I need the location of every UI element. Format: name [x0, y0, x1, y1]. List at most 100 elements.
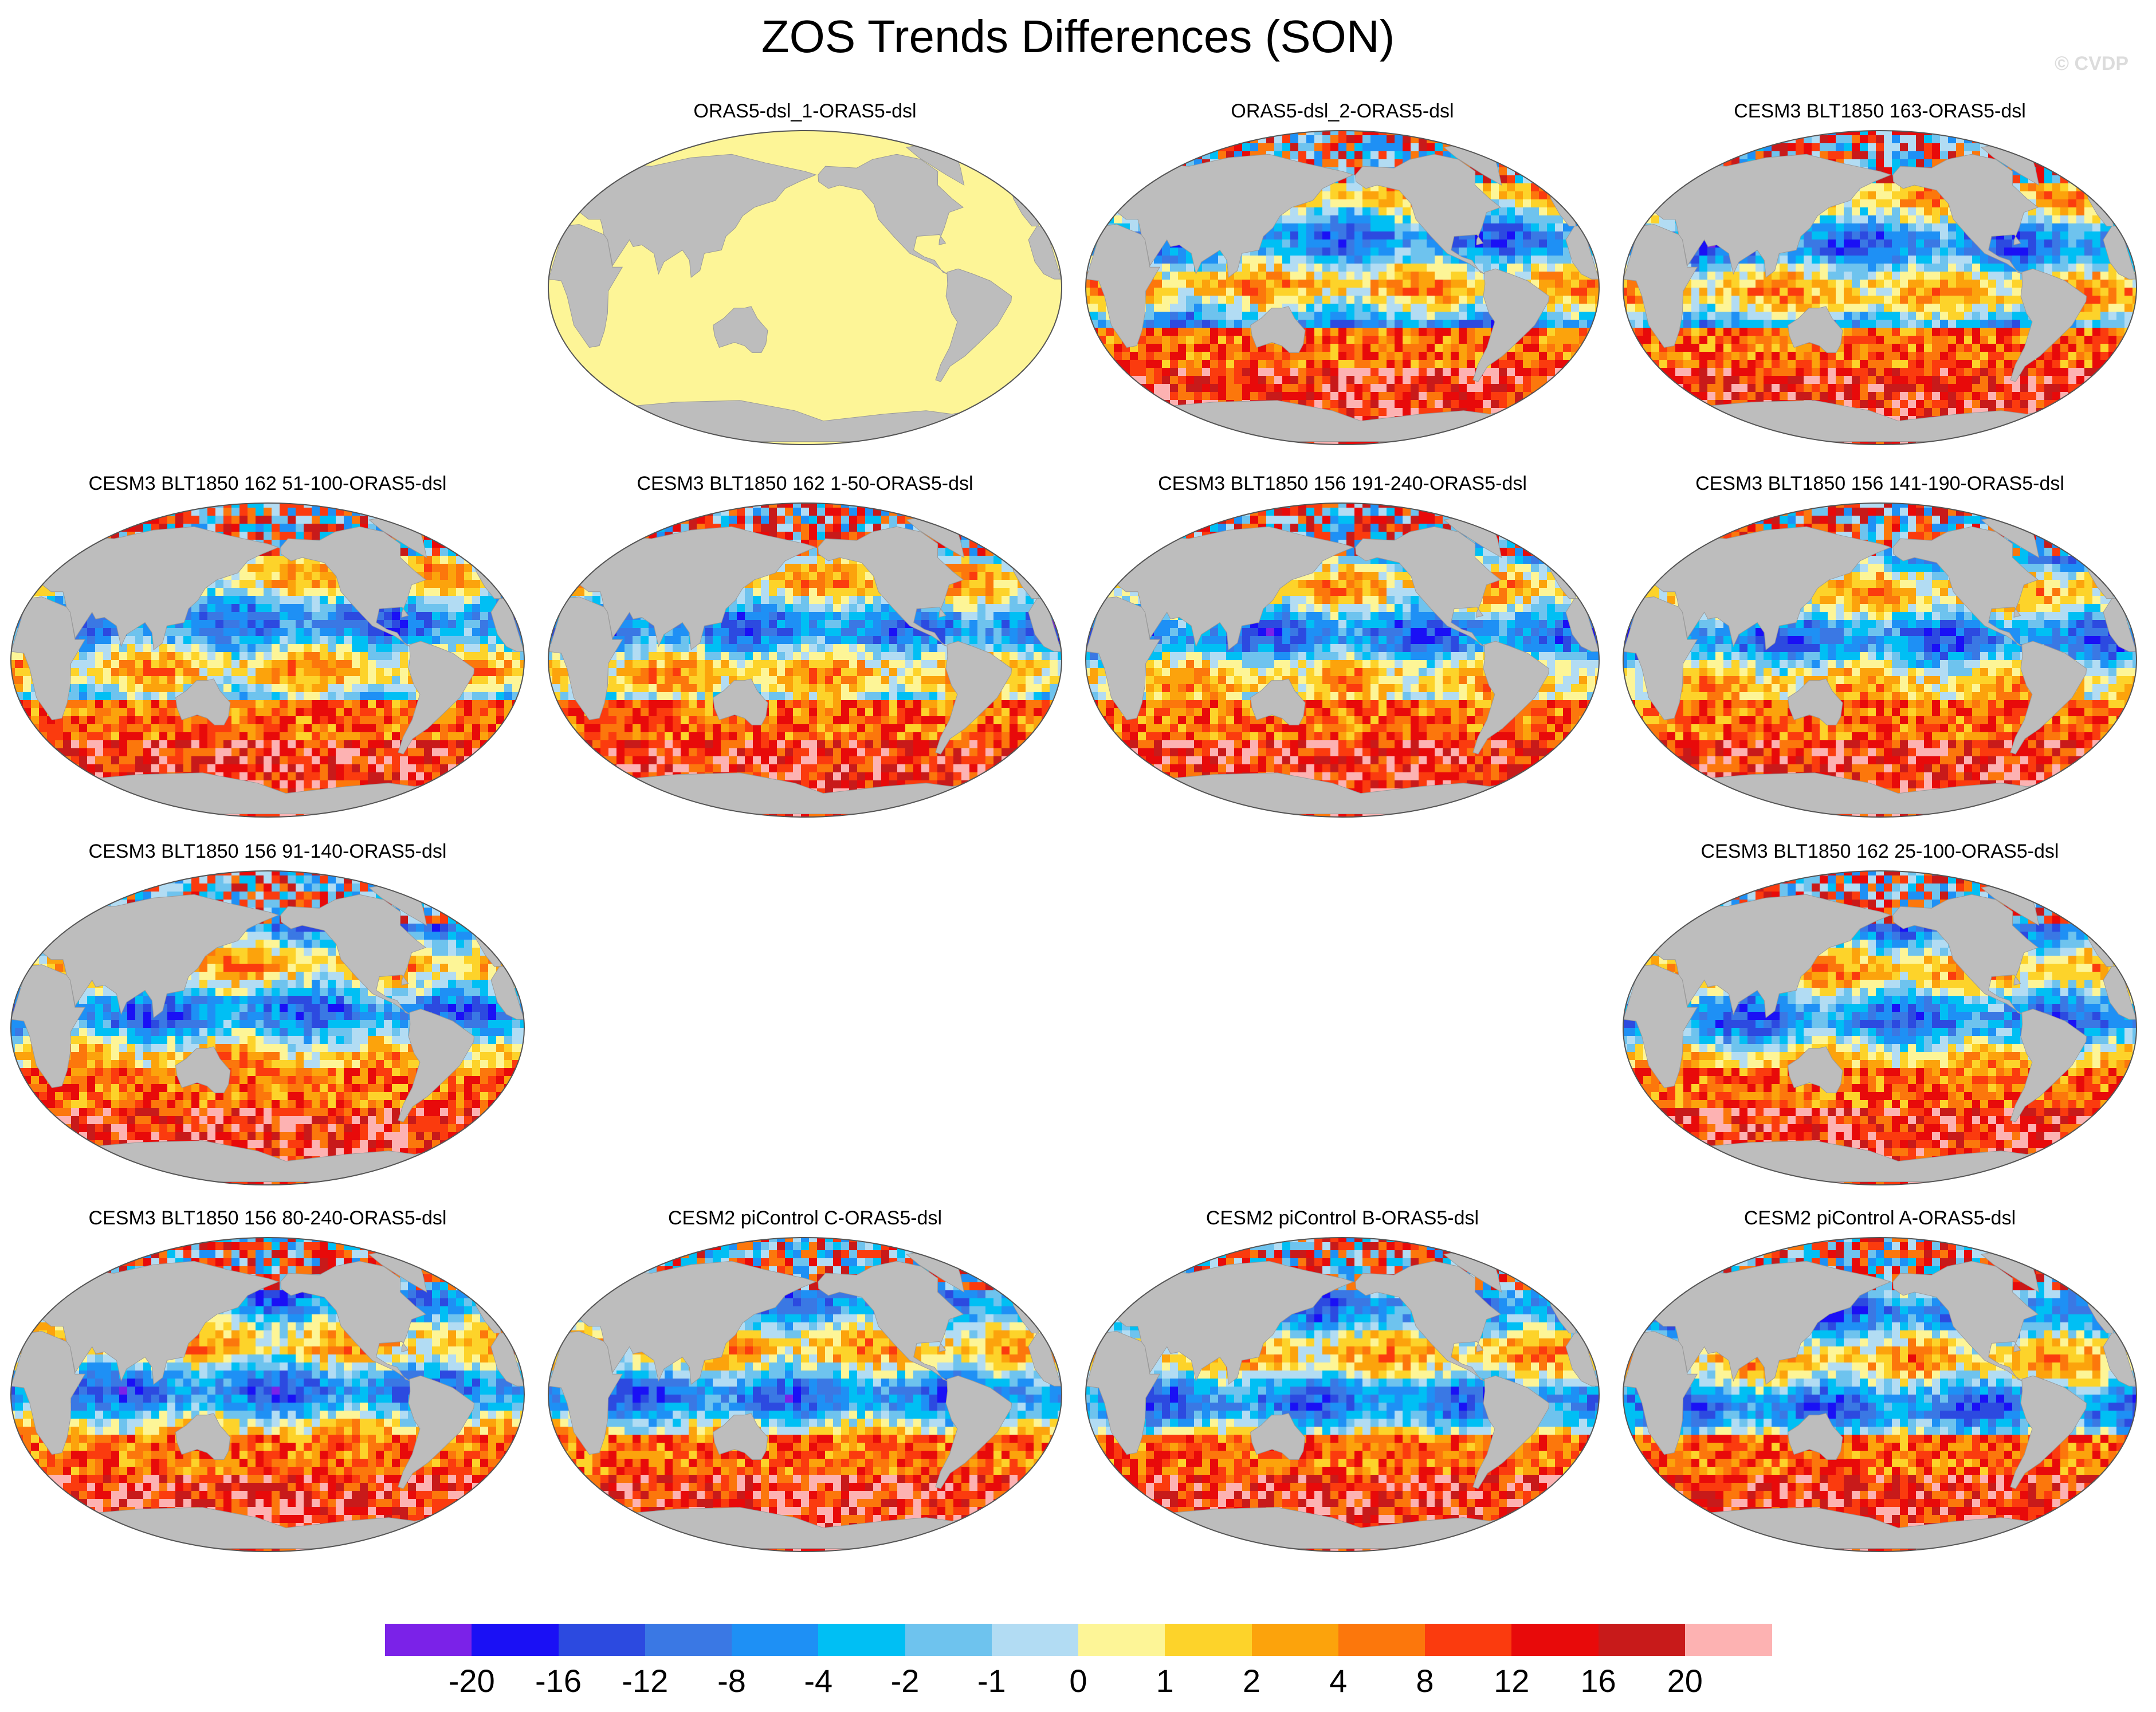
panel-title: CESM3 BLT1850 162 1-50-ORAS5-dsl: [544, 472, 1066, 495]
colorbar-tick-label: 2: [1243, 1663, 1260, 1699]
globe-outline: [10, 502, 525, 818]
colorbar-bin: [1251, 1624, 1339, 1656]
colorbar-tick-label: -1: [977, 1663, 1006, 1699]
colorbar-tick-label: -12: [622, 1663, 668, 1699]
africa-land: [1623, 224, 1698, 348]
panel-title: CESM3 BLT1850 162 25-100-ORAS5-dsl: [1619, 840, 2141, 863]
robinson-map: [1085, 502, 1600, 818]
south-america-land: [1472, 1375, 1550, 1489]
north-america-land: [1355, 526, 1502, 647]
globe-outline: [548, 1237, 1062, 1552]
colorbar-bin: [1511, 1624, 1599, 1656]
panel-title: ORAS5-dsl_2-ORAS5-dsl: [1082, 100, 1603, 123]
colorbar-bin: [1598, 1624, 1686, 1656]
africa-west-land: [1565, 1333, 1599, 1387]
map-panel: CESM2 piControl C-ORAS5-dsl: [544, 1207, 1066, 1562]
africa-land: [11, 1331, 86, 1455]
australia-land: [1250, 306, 1306, 353]
africa-west-land: [490, 966, 524, 1020]
colorbar-bin: [818, 1624, 905, 1656]
colorbar-tick-label: 12: [1494, 1663, 1529, 1699]
panel-title: CESM3 BLT1850 156 91-140-ORAS5-dsl: [7, 840, 528, 863]
figure-title: ZOS Trends Differences (SON): [0, 8, 2156, 65]
globe-outline: [1623, 502, 2137, 818]
globe-outline: [1085, 1237, 1600, 1552]
colorbar-tick-label: -16: [535, 1663, 582, 1699]
north-america-land: [280, 526, 427, 647]
colorbar-bin: [1684, 1624, 1772, 1656]
australia-land: [1788, 678, 1843, 725]
colorbar-tick-label: 20: [1667, 1663, 1703, 1699]
panel-title: CESM3 BLT1850 162 51-100-ORAS5-dsl: [7, 472, 528, 495]
africa-land: [548, 1331, 623, 1455]
colorbar-bin: [991, 1624, 1079, 1656]
africa-west-land: [2103, 226, 2137, 280]
globe-outline: [548, 130, 1062, 445]
africa-land: [1623, 964, 1698, 1088]
africa-west-land: [490, 1333, 524, 1387]
globe-outline: [548, 502, 1062, 818]
robinson-map: [1085, 130, 1600, 445]
africa-west-land: [1565, 226, 1599, 280]
panel-title: ORAS5-dsl_1-ORAS5-dsl: [544, 100, 1066, 123]
map-panel: CESM3 BLT1850 162 1-50-ORAS5-dsl: [544, 472, 1066, 827]
robinson-map: [1085, 1237, 1600, 1552]
panel-title: CESM3 BLT1850 156 191-240-ORAS5-dsl: [1082, 472, 1603, 495]
colorbar-tick-label: -4: [804, 1663, 832, 1699]
south-america-land: [2010, 1375, 2087, 1489]
south-america-land: [935, 268, 1012, 382]
africa-west-land: [490, 598, 524, 652]
colorbar-bin: [385, 1624, 472, 1656]
colorbar-tick-label: 0: [1069, 1663, 1087, 1699]
colorbar-bin: [1338, 1624, 1425, 1656]
colorbar-bin: [732, 1624, 819, 1656]
map-panel: CESM3 BLT1850 162 25-100-ORAS5-dsl: [1619, 840, 2141, 1195]
africa-land: [548, 596, 623, 720]
australia-land: [175, 678, 231, 725]
north-america-land: [1892, 526, 2039, 647]
panel-title: CESM3 BLT1850 156 80-240-ORAS5-dsl: [7, 1207, 528, 1230]
globe-outline: [1085, 502, 1600, 818]
australia-land: [1250, 1413, 1306, 1460]
globe-outline: [1623, 1237, 2137, 1552]
robinson-map: [10, 1237, 525, 1552]
robinson-map: [548, 130, 1062, 445]
colorbar-bin: [1425, 1624, 1512, 1656]
globe-outline: [1623, 870, 2137, 1185]
colorbar-tick-label: 4: [1329, 1663, 1347, 1699]
map-panel: CESM3 BLT1850 156 141-190-ORAS5-dsl: [1619, 472, 2141, 827]
colorbar-bin: [645, 1624, 732, 1656]
south-america-land: [2010, 1008, 2087, 1122]
south-america-land: [1472, 641, 1550, 755]
north-america-land: [1355, 1261, 1502, 1381]
robinson-map: [1623, 1237, 2137, 1552]
africa-land: [1623, 1331, 1698, 1455]
colorbar-bin: [472, 1624, 559, 1656]
africa-land: [1086, 596, 1161, 720]
robinson-map: [1623, 870, 2137, 1185]
map-panel: ORAS5-dsl_1-ORAS5-dsl: [544, 100, 1066, 455]
africa-land: [1086, 1331, 1161, 1455]
south-america-land: [935, 1375, 1012, 1489]
australia-land: [713, 678, 768, 725]
cvdp-credit: © CVDP: [2055, 53, 2128, 75]
africa-west-land: [2103, 598, 2137, 652]
south-america-land: [398, 1008, 475, 1122]
panel-title: CESM2 piControl C-ORAS5-dsl: [544, 1207, 1066, 1230]
north-america-land: [818, 526, 964, 647]
africa-west-land: [1028, 1333, 1062, 1387]
north-america-land: [1892, 154, 2039, 274]
australia-land: [713, 306, 768, 353]
south-america-land: [2010, 268, 2087, 382]
north-america-land: [1355, 154, 1502, 274]
colorbar-bin: [1078, 1624, 1165, 1656]
colorbar-tick-label: 1: [1156, 1663, 1174, 1699]
australia-land: [175, 1413, 231, 1460]
robinson-map: [10, 870, 525, 1185]
globe-outline: [10, 1237, 525, 1552]
north-america-land: [1892, 894, 2039, 1015]
australia-land: [1788, 1413, 1843, 1460]
africa-land: [548, 224, 623, 348]
map-panel: CESM2 piControl A-ORAS5-dsl: [1619, 1207, 2141, 1562]
africa-west-land: [1028, 226, 1062, 280]
